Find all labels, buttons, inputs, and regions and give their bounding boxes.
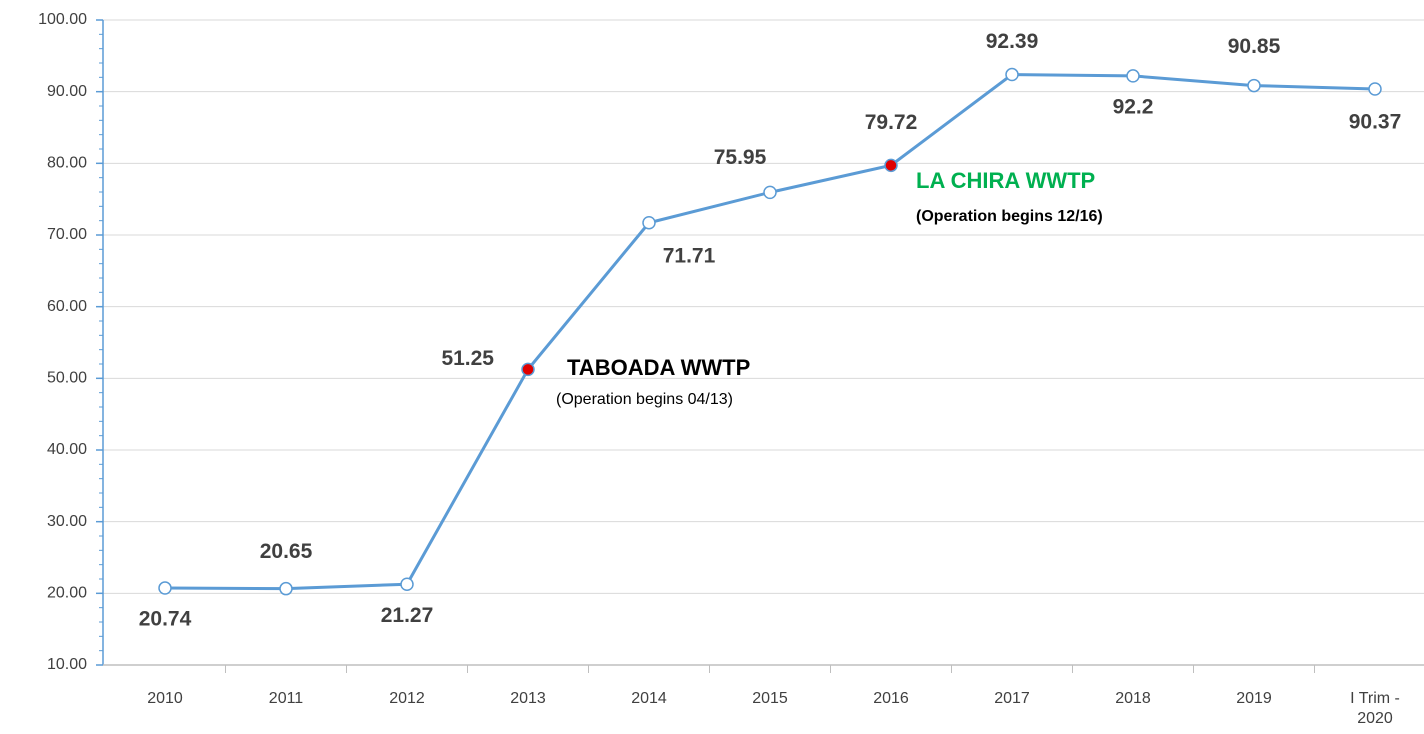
point [158,581,172,595]
data-label: 75.95 [714,146,767,169]
annotation-text: (Operation begins 04/13) [556,391,733,408]
x-tick-label: 2014 [631,690,667,707]
point [763,185,777,200]
annotation-title: TABOADA WWTP [567,355,750,380]
y-tick-label: 10.00 [47,656,87,673]
x-tick-label: 2013 [510,690,546,707]
point [400,577,414,591]
point [521,362,535,377]
data-label: 90.37 [1349,111,1402,134]
point [1368,82,1382,96]
y-tick-label: 70.00 [47,226,87,243]
annotation-text: (Operation begins 12/16) [916,208,1103,225]
point [1247,78,1261,93]
annotation-title: LA CHIRA WWTP [916,168,1095,193]
y-tick-label: 100.00 [38,11,87,28]
x-tick-label: 2016 [873,690,909,707]
y-tick-label: 80.00 [47,155,87,172]
x-tick-label: I Trim - 2020 [1350,690,1400,727]
data-label: 20.74 [139,608,192,631]
data-label: 92.39 [986,30,1039,53]
point [279,581,293,596]
data-label: 51.25 [441,347,494,370]
line [164,73,1376,591]
data-label: 79.72 [865,111,918,134]
y-tick-label: 20.00 [47,585,87,602]
data-label: 21.27 [381,604,434,627]
point [884,158,898,173]
data-label: 90.85 [1228,35,1281,58]
point [1126,69,1140,83]
point [1005,67,1019,82]
y-tick-label: 60.00 [47,298,87,315]
x-tick-label: 2019 [1236,690,1272,707]
x-tick-label: 2011 [268,690,304,707]
data-label: 71.71 [663,244,716,267]
x-tick-label: 2010 [147,690,183,707]
data-label: 20.65 [260,540,313,563]
x-tick-label: 2012 [389,690,425,707]
x-tick-label: 2018 [1115,690,1151,707]
y-tick-label: 40.00 [47,441,87,458]
x-tick-label: 2017 [994,690,1030,707]
y-tick-label: 90.00 [47,83,87,100]
y-tick-label: 30.00 [47,513,87,530]
y-tick-label: 50.00 [47,370,87,387]
x-tick-label: 2015 [752,690,788,707]
data-label: 92.2 [1113,95,1154,118]
point [642,215,656,230]
